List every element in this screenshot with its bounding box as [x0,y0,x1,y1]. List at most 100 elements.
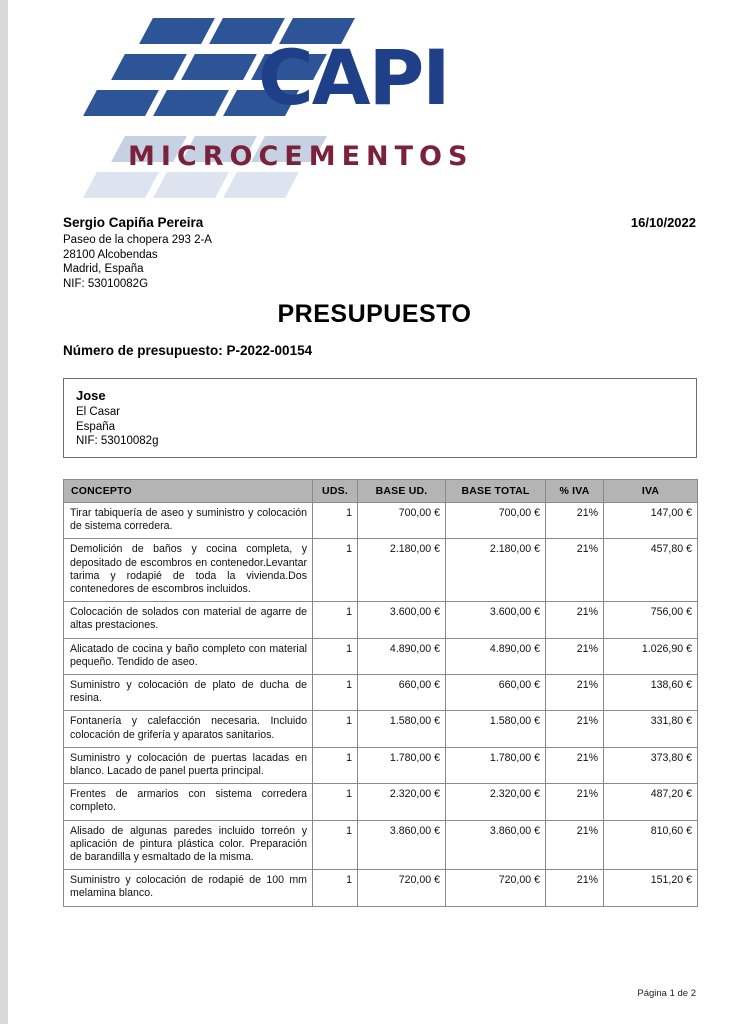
logo-tile [83,90,159,116]
cell-concepto: Colocación de solados con material de ag… [63,601,313,639]
cell-iva-pct: 21% [545,869,604,907]
cell-base-total: 720,00 € [445,869,546,907]
table-row: Suministro y colocación de puertas lacad… [63,746,698,785]
cell-base-ud: 660,00 € [357,674,446,712]
table-row: Alisado de algunas paredes incluido torr… [63,819,698,871]
cell-iva-pct: 21% [545,819,604,871]
cell-base-ud: 4.890,00 € [357,637,446,676]
sender-name: Sergio Capiña Pereira [63,215,204,230]
cell-base-total: 1.580,00 € [445,710,546,748]
cell-base-ud: 2.320,00 € [357,783,446,821]
column-header-base-total: BASE TOTAL [445,479,546,503]
sender-postal-city: 28100 Alcobendas [63,248,158,261]
cell-uds: 1 [312,710,358,748]
cell-uds: 1 [312,674,358,712]
cell-concepto: Demolición de baños y cocina completa, y… [63,538,313,603]
logo-tile [153,90,229,116]
table-row: Alicatado de cocina y baño completo con … [63,637,698,676]
cell-iva: 810,60 € [603,819,698,871]
column-header-concepto: CONCEPTO [63,479,313,503]
cell-base-total: 660,00 € [445,674,546,712]
logo-brand-text: CAPI [258,33,451,122]
logo-tagline-text: MICROCEMENTOS [128,141,474,172]
cell-base-ud: 3.860,00 € [357,819,446,871]
cell-iva-pct: 21% [545,783,604,821]
cell-concepto: Tirar tabiquería de aseo y suministro y … [63,501,313,540]
cell-uds: 1 [312,746,358,785]
sender-address: Paseo de la chopera 293 2-A [63,234,212,246]
sender-nif: NIF: 53010082G [63,277,149,290]
cell-uds: 1 [312,538,358,603]
table-row: Suministro y colocación de plato de duch… [63,674,698,712]
cell-iva-pct: 21% [545,710,604,748]
cell-concepto: Suministro y colocación de rodapié de 10… [63,869,313,907]
cell-uds: 1 [312,783,358,821]
page-title: PRESUPUESTO [277,300,472,328]
cell-iva: 487,20 € [603,783,698,821]
cell-iva-pct: 21% [545,637,604,676]
cell-concepto: Suministro y colocación de plato de duch… [63,674,313,712]
table-row: Demolición de baños y cocina completa, y… [63,538,698,603]
client-country: España [76,420,116,433]
cell-iva: 457,80 € [603,538,698,603]
cell-base-ud: 3.600,00 € [357,601,446,639]
cell-concepto: Alicatado de cocina y baño completo con … [63,637,313,676]
line-items-table: CONCEPTO UDS. BASE UD. BASE TOTAL % IVA … [63,479,698,907]
cell-base-ud: 1.580,00 € [357,710,446,748]
cell-uds: 1 [312,869,358,907]
cell-concepto: Alisado de algunas paredes incluido torr… [63,819,313,871]
cell-base-ud: 1.780,00 € [357,746,446,785]
page-footer: Página 1 de 2 [637,988,696,999]
table-row: Suministro y colocación de rodapié de 10… [63,869,698,907]
cell-concepto: Frentes de armarios con sistema correder… [63,783,313,821]
cell-concepto: Suministro y colocación de puertas lacad… [63,746,313,785]
cell-base-ud: 700,00 € [357,501,446,540]
cell-base-total: 1.780,00 € [445,746,546,785]
cell-iva-pct: 21% [545,538,604,603]
table-row: Frentes de armarios con sistema correder… [63,783,698,821]
cell-iva-pct: 21% [545,674,604,712]
table-row: Tirar tabiquería de aseo y suministro y … [63,501,698,540]
client-box: Jose El Casar España NIF: 53010082g [63,378,697,458]
logo-reflection-tile [153,172,229,198]
cell-iva: 151,20 € [603,869,698,907]
cell-base-total: 3.860,00 € [445,819,546,871]
cell-uds: 1 [312,819,358,871]
table-row: Fontanería y calefacción necesaria. Incl… [63,710,698,748]
sender-region: Madrid, España [63,263,144,275]
client-name: Jose [76,388,106,403]
cell-concepto: Fontanería y calefacción necesaria. Incl… [63,710,313,748]
table-body: Tirar tabiquería de aseo y suministro y … [63,501,698,907]
column-header-iva: IVA [603,479,698,503]
cell-base-total: 2.320,00 € [445,783,546,821]
client-nif: NIF: 53010082g [76,435,159,447]
logo-tile [181,54,257,80]
cell-base-ud: 720,00 € [357,869,446,907]
table-header-row: CONCEPTO UDS. BASE UD. BASE TOTAL % IVA … [63,479,698,503]
table-row: Colocación de solados con material de ag… [63,601,698,639]
cell-iva: 138,60 € [603,674,698,712]
document-page: CAPI MICROCEMENTOS Sergio Capiña Pereira… [8,0,741,1024]
column-header-base-ud: BASE UD. [357,479,446,503]
cell-iva: 756,00 € [603,601,698,639]
cell-base-ud: 2.180,00 € [357,538,446,603]
column-header-uds: UDS. [312,479,358,503]
cell-base-total: 3.600,00 € [445,601,546,639]
cell-iva-pct: 21% [545,501,604,540]
cell-uds: 1 [312,637,358,676]
document-date: 16/10/2022 [630,215,696,230]
logo-tile [139,18,215,44]
cell-base-total: 4.890,00 € [445,637,546,676]
cell-iva: 331,80 € [603,710,698,748]
cell-uds: 1 [312,501,358,540]
sender-block: Sergio Capiña Pereira Paseo de la choper… [63,215,212,291]
budget-number: Número de presupuesto: P-2022-00154 [63,343,313,358]
client-city: El Casar [76,406,121,418]
logo-tile [111,54,187,80]
cell-iva: 1.026,90 € [603,637,698,676]
cell-base-total: 2.180,00 € [445,538,546,603]
logo-reflection-tile [223,172,299,198]
cell-iva: 147,00 € [603,501,698,540]
company-logo: CAPI MICROCEMENTOS [70,18,467,203]
cell-iva-pct: 21% [545,601,604,639]
